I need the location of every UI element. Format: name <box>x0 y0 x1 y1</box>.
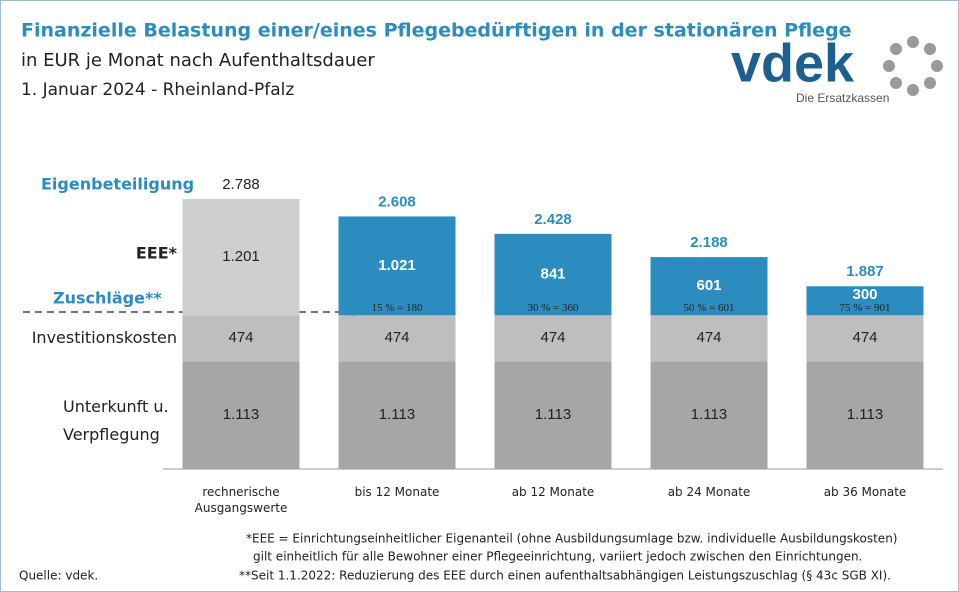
zuschlaege-label: Zuschläge** <box>53 289 162 308</box>
source: Quelle: vdek. <box>19 569 98 583</box>
value-label: 474 <box>696 329 721 346</box>
series-label: Investitionskosten <box>32 328 177 347</box>
value-label: 1.113 <box>691 406 727 423</box>
zuschlag-label: 75 % = 901 <box>839 302 890 314</box>
x-tick-label: ab 12 Monate <box>511 485 595 499</box>
x-tick-label: ab 24 Monate <box>667 485 751 499</box>
logo-ring <box>883 36 943 96</box>
footnote: gilt einheitlich für alle Bewohner einer… <box>253 550 862 564</box>
x-tick-label: ab 36 Monate <box>823 485 907 499</box>
bar-segment <box>338 315 456 362</box>
total-label: 2.188 <box>690 234 728 251</box>
total-label: 2.428 <box>534 211 572 228</box>
bar-segment <box>650 257 768 316</box>
bar-segment <box>650 315 768 362</box>
value-label: 300 <box>852 286 877 303</box>
zuschlag-label: 30 % = 360 <box>527 302 579 314</box>
logo-text: vdek <box>731 33 855 93</box>
bar-segment <box>806 361 924 469</box>
zuschlag-label: 50 % = 601 <box>683 302 734 314</box>
bar-segment <box>806 286 924 316</box>
value-label: 474 <box>228 329 253 346</box>
bar-segment <box>182 361 300 469</box>
value-label: 474 <box>852 329 877 346</box>
footnote: **Seit 1.1.2022: Reduzierung des EEE dur… <box>239 569 891 583</box>
value-label: 601 <box>696 277 721 294</box>
value-label: 1.113 <box>847 406 883 423</box>
x-tick-label: bis 12 Monate <box>354 485 440 499</box>
bar-segment <box>338 216 456 316</box>
eigenbeteiligung-label: Eigenbeteiligung <box>41 175 194 194</box>
x-tick-label: rechnerische Ausgangswerte <box>194 485 288 515</box>
series-label: Unterkunft u. Verpflegung <box>63 397 169 445</box>
logo-tagline: Die Ersatzkassen <box>796 91 889 105</box>
total-label: 1.887 <box>846 263 884 280</box>
bar-segment <box>650 361 768 469</box>
title: Finanzielle Belastung einer/eines Pflege… <box>21 20 852 42</box>
bar-segment <box>182 199 300 316</box>
footnote: *EEE = Einrichtungseinheitlicher Eigenan… <box>246 532 897 546</box>
bar-segment <box>338 361 456 469</box>
bar-segment <box>806 315 924 362</box>
value-label: 1.113 <box>535 406 571 423</box>
value-label: 1.021 <box>378 257 416 274</box>
subtitle: in EUR je Monat nach Aufenthaltsdauer <box>21 50 375 71</box>
zuschlag-label: 15 % = 180 <box>371 302 423 314</box>
bar-segment <box>494 233 612 316</box>
value-label: 1.113 <box>379 406 415 423</box>
value-label: 1.201 <box>222 248 260 265</box>
date: 1. Januar 2024 - Rheinland-Pfalz <box>21 80 294 100</box>
value-label: 474 <box>540 329 565 346</box>
value-label: 1.113 <box>223 406 259 423</box>
total-label: 2.608 <box>378 193 416 210</box>
bar-segment <box>494 361 612 469</box>
value-label: 474 <box>384 329 409 346</box>
total-label: 2.788 <box>222 176 260 193</box>
bar-segment <box>182 315 300 362</box>
value-label: 841 <box>540 266 565 283</box>
bar-segment <box>494 315 612 362</box>
series-label: EEE* <box>136 244 178 263</box>
